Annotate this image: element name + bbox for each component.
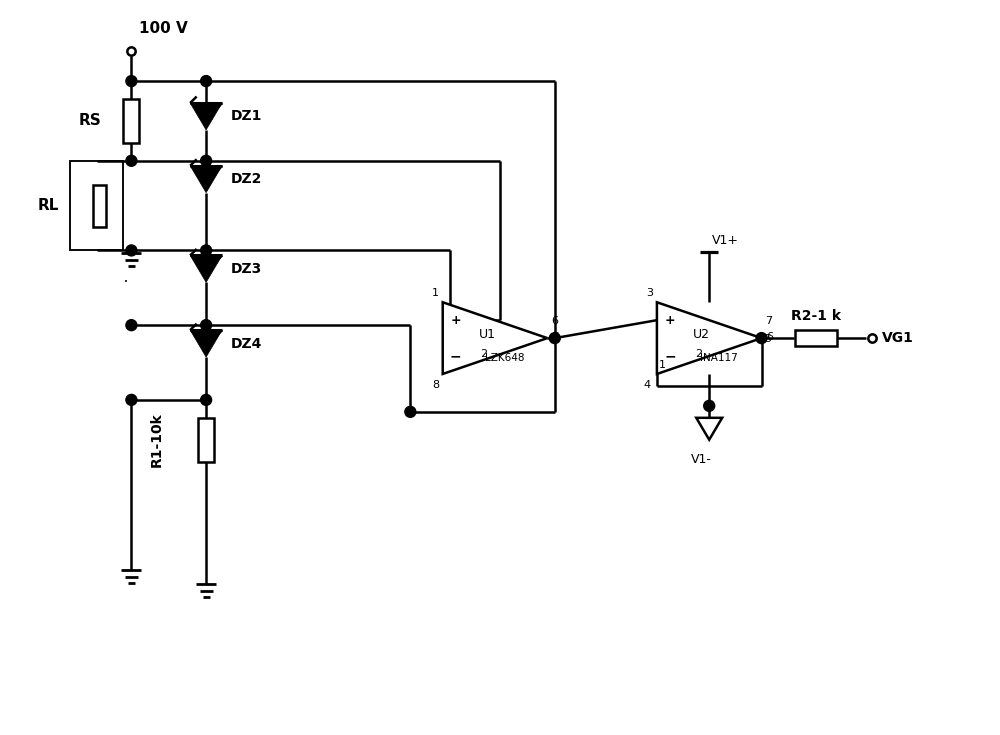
Text: 5: 5: [552, 332, 559, 342]
Text: −: −: [664, 349, 676, 363]
Circle shape: [405, 406, 416, 417]
Text: VG1: VG1: [882, 331, 914, 345]
Circle shape: [704, 401, 715, 412]
Text: 3: 3: [646, 288, 653, 298]
Circle shape: [201, 395, 212, 406]
Text: DZ4: DZ4: [231, 337, 262, 351]
Bar: [123, 99, 139, 143]
Text: RL: RL: [38, 198, 59, 213]
Text: U1: U1: [479, 328, 496, 340]
Bar: [93, 184, 106, 226]
Circle shape: [126, 245, 137, 256]
Text: 7: 7: [765, 316, 772, 326]
Text: U2: U2: [693, 328, 710, 340]
Text: V1-: V1-: [691, 453, 712, 466]
Text: R2-1 k: R2-1 k: [791, 309, 841, 323]
Text: LZK648: LZK648: [485, 353, 525, 363]
Text: RS: RS: [78, 113, 101, 129]
Bar: [795, 330, 837, 346]
Circle shape: [201, 245, 212, 256]
Text: −: −: [450, 349, 461, 363]
Circle shape: [126, 155, 137, 166]
Circle shape: [201, 320, 212, 331]
Polygon shape: [696, 417, 722, 440]
Text: +: +: [665, 314, 675, 326]
Text: 100 V: 100 V: [139, 21, 188, 36]
Text: 8: 8: [432, 380, 439, 390]
Text: 1: 1: [659, 360, 666, 370]
Circle shape: [756, 333, 767, 343]
Circle shape: [201, 155, 212, 166]
Polygon shape: [190, 166, 222, 193]
Text: 4: 4: [643, 380, 651, 390]
Bar: [198, 417, 214, 462]
Text: 1: 1: [432, 288, 439, 298]
Bar: [70, 161, 123, 251]
Text: V1+: V1+: [712, 234, 739, 247]
Polygon shape: [190, 256, 222, 282]
Text: 2: 2: [481, 349, 488, 359]
Text: 6: 6: [551, 316, 558, 326]
Text: INA117: INA117: [700, 353, 738, 363]
Circle shape: [549, 333, 560, 343]
Text: DZ3: DZ3: [231, 262, 262, 276]
Circle shape: [126, 76, 137, 87]
Text: DZ1: DZ1: [231, 110, 262, 123]
Text: 6: 6: [766, 332, 773, 342]
Polygon shape: [190, 330, 222, 357]
Polygon shape: [657, 302, 762, 374]
Text: 5: 5: [764, 334, 771, 344]
Text: DZ2: DZ2: [231, 172, 262, 186]
Circle shape: [201, 76, 212, 87]
Polygon shape: [443, 302, 547, 374]
Text: +: +: [450, 314, 461, 326]
Circle shape: [126, 320, 137, 331]
Polygon shape: [190, 103, 222, 130]
Text: 2: 2: [695, 349, 702, 359]
Text: R1-10k: R1-10k: [149, 412, 163, 467]
Circle shape: [126, 395, 137, 406]
Text: •: •: [124, 279, 128, 285]
